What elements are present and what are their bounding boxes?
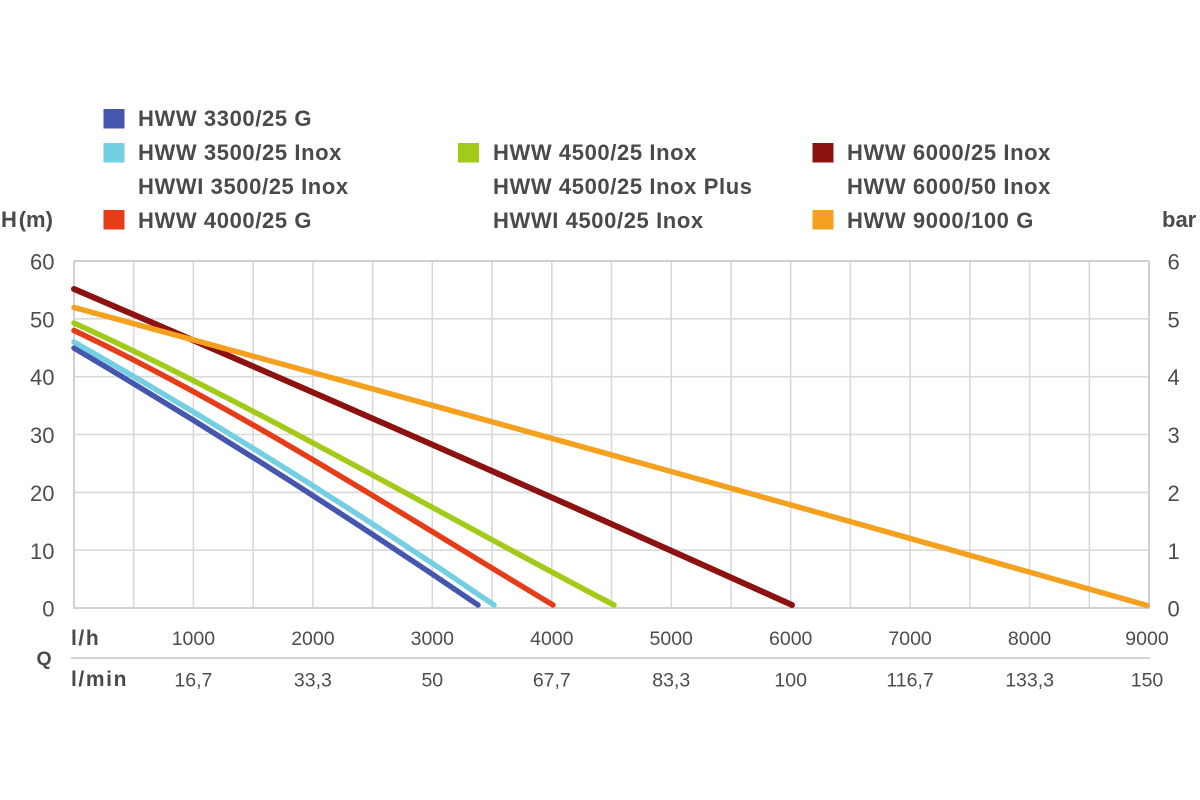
svg-text:0: 0 bbox=[1168, 597, 1180, 622]
svg-text:4000: 4000 bbox=[530, 628, 574, 650]
svg-text:133,3: 133,3 bbox=[1005, 670, 1054, 692]
svg-text:9000: 9000 bbox=[1125, 628, 1169, 650]
svg-text:16,7: 16,7 bbox=[174, 670, 212, 692]
svg-text:HWW 6000/50 Inox: HWW 6000/50 Inox bbox=[847, 174, 1051, 199]
svg-text:20: 20 bbox=[30, 481, 54, 506]
svg-text:6: 6 bbox=[1168, 250, 1180, 275]
svg-text:0: 0 bbox=[42, 597, 54, 622]
svg-text:HWW 4500/25 Inox: HWW 4500/25 Inox bbox=[493, 140, 697, 165]
svg-text:40: 40 bbox=[30, 365, 54, 390]
svg-text:3: 3 bbox=[1168, 423, 1180, 448]
svg-text:HWW 4500/25 Inox Plus: HWW 4500/25 Inox Plus bbox=[493, 174, 753, 199]
svg-text:4: 4 bbox=[1168, 365, 1180, 390]
svg-text:116,7: 116,7 bbox=[886, 670, 933, 692]
svg-text:67,7: 67,7 bbox=[533, 670, 571, 692]
svg-text:30: 30 bbox=[30, 423, 54, 448]
svg-text:HWW 9000/100 G: HWW 9000/100 G bbox=[847, 208, 1034, 233]
svg-text:1000: 1000 bbox=[172, 628, 216, 650]
svg-text:83,3: 83,3 bbox=[652, 670, 690, 692]
svg-text:H (m): H (m) bbox=[1, 207, 53, 232]
svg-text:2: 2 bbox=[1168, 481, 1180, 506]
svg-text:6000: 6000 bbox=[769, 628, 813, 650]
svg-text:3000: 3000 bbox=[411, 628, 455, 650]
svg-text:HWWI 3500/25 Inox: HWWI 3500/25 Inox bbox=[138, 174, 349, 199]
svg-text:50: 50 bbox=[30, 307, 54, 332]
svg-text:8000: 8000 bbox=[1008, 628, 1052, 650]
svg-text:50: 50 bbox=[421, 670, 443, 692]
svg-text:HWW 3500/25 Inox: HWW 3500/25 Inox bbox=[138, 140, 342, 165]
svg-text:60: 60 bbox=[30, 250, 54, 275]
svg-text:5000: 5000 bbox=[650, 628, 694, 650]
svg-text:1: 1 bbox=[1168, 539, 1180, 564]
svg-text:bar: bar bbox=[1162, 207, 1197, 232]
svg-text:HWW 4000/25 G: HWW 4000/25 G bbox=[138, 208, 312, 233]
svg-text:l/min: l/min bbox=[71, 668, 128, 691]
svg-text:10: 10 bbox=[30, 539, 54, 564]
svg-text:HWW 6000/25 Inox: HWW 6000/25 Inox bbox=[847, 140, 1051, 165]
svg-text:HWWI 4500/25 Inox: HWWI 4500/25 Inox bbox=[493, 208, 704, 233]
svg-text:5: 5 bbox=[1168, 307, 1180, 332]
svg-text:100: 100 bbox=[774, 670, 807, 692]
svg-text:33,3: 33,3 bbox=[294, 670, 332, 692]
svg-text:Q: Q bbox=[37, 648, 52, 670]
svg-text:l/h: l/h bbox=[71, 627, 100, 650]
svg-text:150: 150 bbox=[1131, 670, 1164, 692]
svg-text:7000: 7000 bbox=[888, 628, 932, 650]
svg-text:2000: 2000 bbox=[291, 628, 335, 650]
svg-text:HWW 3300/25 G: HWW 3300/25 G bbox=[138, 106, 312, 131]
